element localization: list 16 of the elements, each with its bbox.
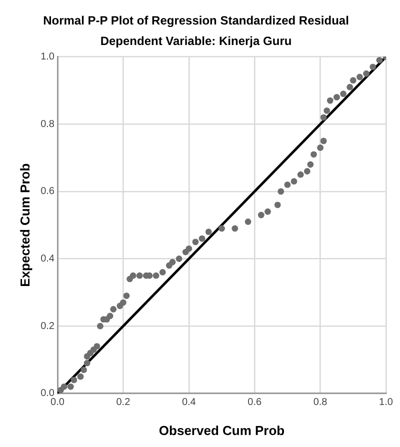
x-tick-label: 0.2 xyxy=(116,397,131,408)
x-tick-label: 0.4 xyxy=(182,397,196,408)
y-tick-label: 0.2 xyxy=(40,320,55,332)
chart-subtitle: Dependent Variable: Kinerja Guru xyxy=(100,34,292,48)
y-tick-label: 0.6 xyxy=(40,186,55,198)
y-axis-title: Expected Cum Prob xyxy=(17,163,32,287)
y-tick-label: 0.8 xyxy=(40,118,55,130)
y-tick-label: 1.0 xyxy=(40,52,55,63)
x-tick-label: 0.8 xyxy=(313,397,328,408)
chart-title: Normal P-P Plot of Regression Standardized Residual xyxy=(43,14,349,28)
x-tick-label: 0.6 xyxy=(248,397,262,408)
y-tick-label: 0.0 xyxy=(40,388,55,400)
x-tick-label: 0.0 xyxy=(50,397,65,408)
x-tick-label: 1.0 xyxy=(379,397,394,408)
y-tick-label: 0.4 xyxy=(40,254,55,265)
x-axis-title: Observed Cum Prob xyxy=(158,422,285,438)
